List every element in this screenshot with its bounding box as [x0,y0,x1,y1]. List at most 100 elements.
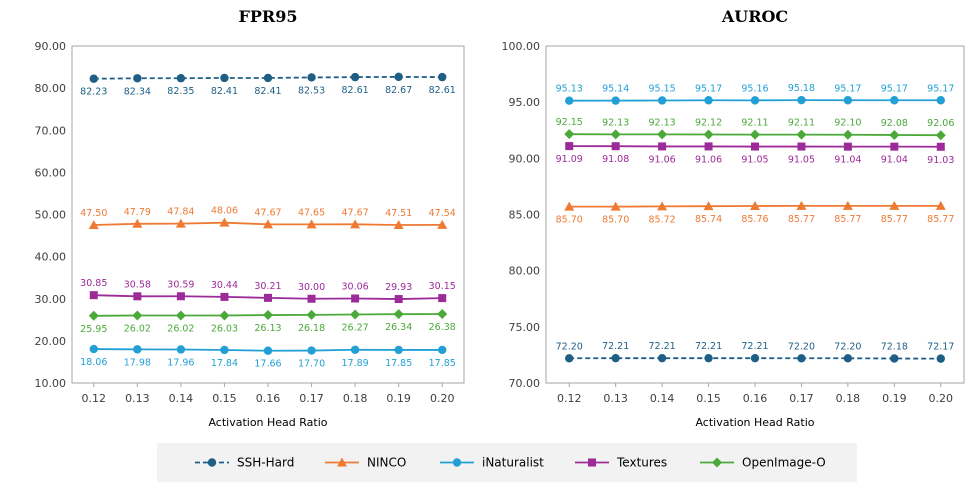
data-label: 17.98 [124,357,151,368]
x-tick-label: 0.19 [882,392,907,405]
data-label: 85.77 [927,214,954,225]
data-label: 85.76 [741,214,768,225]
data-point [843,354,853,363]
chart-panel-2: AUROC 70.00 75.00 80.00 85.00 90.00 95.00 100.0… [502,7,965,429]
data-label: 85.77 [788,214,815,225]
data-point [437,219,448,229]
data-point [263,310,273,321]
data-point [703,201,714,211]
data-point [175,310,186,321]
data-point [220,345,229,355]
legend-marker [207,458,217,467]
series-openimage-o: 25.95 26.02 26.02 26.03 26.13 26.18 26.27 26.34… [80,308,456,335]
legend-label: iNaturalist [482,456,544,470]
data-point [263,73,273,83]
data-point [657,129,668,140]
series-openimage-o: 92.15 92.13 92.13 92.12 92.11 92.11 92.10 92.08… [556,117,954,141]
data-label: 82.67 [385,85,412,96]
data-label: 95.18 [788,83,815,94]
y-tick-label: 40.00 [35,251,67,264]
data-point [936,96,945,105]
data-label: 91.03 [927,155,954,166]
data-point [306,219,317,229]
series-inaturalist: 18.06 17.98 17.96 17.84 17.66 17.70 17.89 17.85… [80,344,456,370]
data-point [438,294,447,303]
data-point [611,353,620,363]
series-ninco: 85.70 85.70 85.72 85.74 85.76 85.77 85.77 85.77… [556,200,954,226]
data-label: 30.85 [80,278,107,289]
data-point [890,142,899,151]
data-point [890,96,899,105]
data-point [175,218,186,228]
y-tick-label: 10.00 [35,377,67,390]
data-label: 85.77 [881,214,908,225]
data-label: 47.54 [429,208,456,219]
data-label: 30.58 [124,279,151,290]
legend-item-ninco: NINCO [325,456,406,470]
data-point [565,354,574,363]
data-point [394,72,403,82]
data-label: 85.70 [602,215,629,226]
data-label: 95.17 [927,83,954,94]
data-point [351,294,360,303]
data-label: 30.59 [167,279,194,290]
data-point [220,292,229,301]
data-label: 72.21 [649,341,676,352]
data-point [797,354,806,363]
data-label: 30.44 [211,280,238,291]
data-label: 85.72 [649,214,676,225]
data-point [89,291,98,300]
data-point [307,294,316,303]
data-point [842,200,853,210]
data-label: 17.66 [254,359,281,370]
data-label: 72.20 [788,341,815,352]
data-point [133,74,142,83]
series-ssh-hard: 72.20 72.21 72.21 72.21 72.21 72.20 72.20 72.18… [556,341,954,363]
data-point [307,73,316,82]
data-label: 95.15 [649,83,676,94]
data-label: 91.05 [741,155,768,166]
data-label: 26.02 [124,324,151,335]
data-label: 91.04 [834,155,861,166]
data-label: 26.02 [167,324,194,335]
data-point [936,142,945,151]
data-label: 95.17 [695,83,722,94]
data-point [350,309,361,320]
data-point [796,129,807,140]
data-label: 92.11 [741,118,768,129]
data-label: 47.67 [254,207,281,218]
data-label: 91.06 [649,154,676,165]
data-point [842,129,853,140]
data-point [704,353,713,363]
data-point [393,309,404,320]
data-point [565,142,574,151]
data-point [438,345,447,355]
data-label: 17.89 [342,358,369,369]
data-label: 85.74 [695,214,722,225]
data-label: 82.23 [80,87,107,98]
x-tick-label: 0.12 [82,392,107,405]
data-label: 92.13 [602,117,629,128]
y-tick-label: 75.00 [509,321,541,334]
data-label: 26.18 [298,323,325,334]
x-tick-label: 0.18 [836,392,861,405]
data-label: 26.13 [254,323,281,334]
x-tick-label: 0.18 [343,392,368,405]
data-label: 91.04 [881,155,908,166]
data-label: 26.27 [342,322,369,333]
data-point [657,201,668,211]
data-point [751,142,759,151]
data-point [89,344,98,354]
data-point [132,310,143,321]
data-label: 82.34 [124,86,151,97]
data-label: 82.35 [167,86,194,97]
data-label: 30.06 [342,281,369,292]
data-label: 82.61 [342,85,369,96]
data-label: 91.08 [602,154,629,165]
data-point [219,217,230,227]
y-tick-label: 20.00 [35,335,67,348]
data-point [703,129,714,140]
data-label: 17.85 [429,358,456,369]
x-tick-label: 0.16 [743,392,768,405]
data-point [437,308,448,319]
